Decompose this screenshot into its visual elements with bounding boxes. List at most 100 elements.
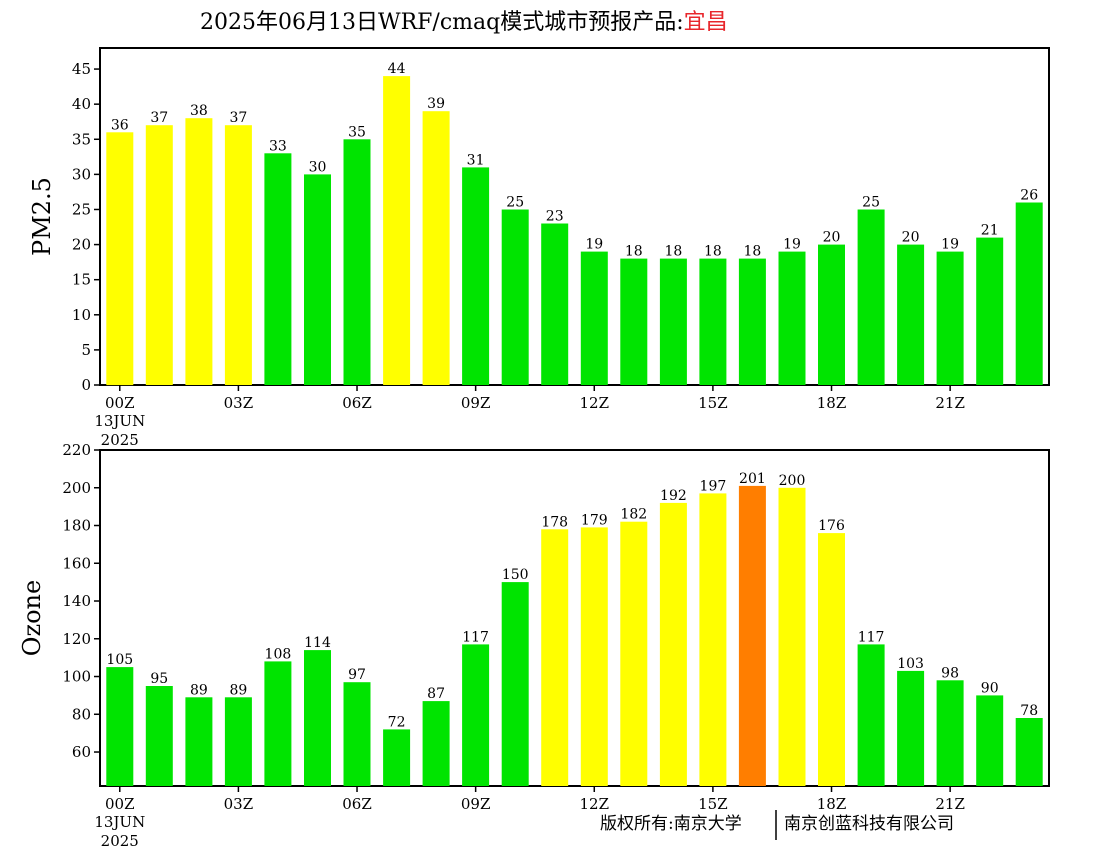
pm25-bar <box>659 258 687 385</box>
copyright-left: 版权所有:南京大学 <box>600 814 742 834</box>
ozone-value-label: 103 <box>897 656 924 672</box>
pm25-bar <box>541 223 569 385</box>
pm25-y-tick-label: 5 <box>81 341 91 359</box>
pm25-value-label: 39 <box>427 96 445 112</box>
ozone-bar <box>699 493 727 786</box>
ozone-bar <box>304 650 331 786</box>
pm25-value-label: 18 <box>743 244 761 260</box>
ozone-plot-frame <box>99 449 1050 787</box>
pm25-bar <box>501 209 529 385</box>
ozone-y-tick-label: 80 <box>72 705 91 723</box>
pm25-value-label: 18 <box>664 244 682 260</box>
ozone-y-tick-label: 200 <box>62 479 91 497</box>
pm25-value-label: 19 <box>783 237 801 253</box>
ozone-x-tick-label: 15Z <box>698 795 728 813</box>
ozone-bar <box>976 695 1004 786</box>
pm25-value-label: 18 <box>704 244 722 260</box>
ozone-value-label: 105 <box>106 652 133 668</box>
title-prefix: 2025年06月13日WRF/cmaq模式城市预报产品: <box>200 10 684 35</box>
pm25-bar <box>699 258 727 385</box>
pm25-bar <box>145 125 173 385</box>
ozone-bar <box>1015 718 1043 786</box>
ozone-value-label: 90 <box>981 680 999 696</box>
ozone-x-tick-label: 00Z <box>105 795 135 813</box>
pm25-x-tick-label: 12Z <box>580 394 610 412</box>
ozone-value-label: 89 <box>229 682 247 698</box>
pm25-value-label: 31 <box>467 152 485 168</box>
pm25-value-label: 44 <box>388 61 406 77</box>
pm25-bar <box>185 118 213 385</box>
ozone-value-label: 201 <box>739 471 766 487</box>
pm25-plot-frame <box>99 47 1050 386</box>
ozone-value-label: 178 <box>541 514 568 530</box>
pm25-value-label: 33 <box>269 138 287 154</box>
ozone-x-tick-label: 09Z <box>461 795 491 813</box>
pm25-value-label: 21 <box>981 223 999 239</box>
pm25-bar <box>818 244 845 385</box>
ozone-bar <box>857 644 885 786</box>
ozone-value-label: 98 <box>941 665 959 681</box>
ozone-x-tick-label: 06Z <box>342 795 372 813</box>
ozone-bar <box>501 582 529 786</box>
pm25-value-label: 18 <box>625 244 643 260</box>
ozone-bar <box>383 729 411 786</box>
ozone-bar <box>778 487 806 786</box>
ozone-bar <box>936 680 964 786</box>
ozone-bar <box>738 485 766 786</box>
ozone-value-label: 108 <box>265 646 292 662</box>
pm25-value-label: 26 <box>1020 188 1038 204</box>
title-city: 宜昌 <box>684 10 728 35</box>
pm25-bar <box>580 251 608 385</box>
pm25-x-date-label: 13JUN <box>94 412 145 430</box>
pm25-y-axis-title: PM2.5 <box>28 177 56 256</box>
ozone-value-label: 95 <box>150 671 168 687</box>
ozone-x-date-label: 2025 <box>101 832 139 850</box>
ozone-value-label: 200 <box>779 473 806 489</box>
ozone-bar <box>897 670 925 786</box>
ozone-value-label: 192 <box>660 488 687 504</box>
ozone-bar <box>224 697 252 786</box>
pm25-value-label: 37 <box>229 110 247 126</box>
pm25-value-label: 23 <box>546 209 564 225</box>
pm25-value-label: 25 <box>506 195 524 211</box>
ozone-bar <box>818 533 845 786</box>
pm25-bar <box>976 237 1004 385</box>
pm25-y-tick-label: 0 <box>81 376 91 394</box>
pm25-bar <box>106 132 134 386</box>
ozone-value-label: 197 <box>700 478 727 494</box>
copyright: 版权所有:南京大学 南京创蓝科技有限公司 <box>600 810 954 840</box>
ozone-value-label: 117 <box>462 629 489 645</box>
ozone-value-label: 72 <box>388 714 406 730</box>
ozone-bar <box>659 502 687 786</box>
ozone-value-label: 179 <box>581 512 608 528</box>
pm25-x-tick-label: 00Z <box>105 394 135 412</box>
pm25-bar <box>383 76 411 385</box>
pm25-bar <box>897 244 925 385</box>
ozone-value-label: 176 <box>818 518 845 534</box>
pm25-value-label: 20 <box>823 230 841 246</box>
ozone-bar <box>145 686 173 786</box>
ozone-x-tick-label: 03Z <box>224 795 254 813</box>
pm25-y-tick-label: 20 <box>72 236 91 254</box>
pm25-bar <box>304 174 331 385</box>
ozone-bar <box>541 529 569 786</box>
pm25-value-label: 38 <box>190 103 208 119</box>
pm25-y-tick-label: 45 <box>72 60 91 78</box>
ozone-y-tick-label: 100 <box>62 668 91 686</box>
ozone-x-date-label: 13JUN <box>94 813 145 831</box>
pm25-value-label: 30 <box>309 159 327 175</box>
ozone-y-tick-label: 220 <box>62 441 91 459</box>
ozone-y-tick-label: 180 <box>62 517 91 535</box>
pm25-y-tick-label: 25 <box>72 200 91 218</box>
ozone-bar <box>185 697 213 786</box>
pm25-bar <box>936 251 964 385</box>
ozone-bar <box>264 661 292 786</box>
ozone-value-label: 150 <box>502 567 529 583</box>
ozone-bar <box>422 701 450 786</box>
ozone-value-label: 114 <box>304 635 331 651</box>
pm25-y-tick-label: 40 <box>72 95 91 113</box>
pm25-y-tick-label: 30 <box>72 165 91 183</box>
ozone-bar <box>106 667 134 786</box>
ozone-bar <box>462 644 490 786</box>
